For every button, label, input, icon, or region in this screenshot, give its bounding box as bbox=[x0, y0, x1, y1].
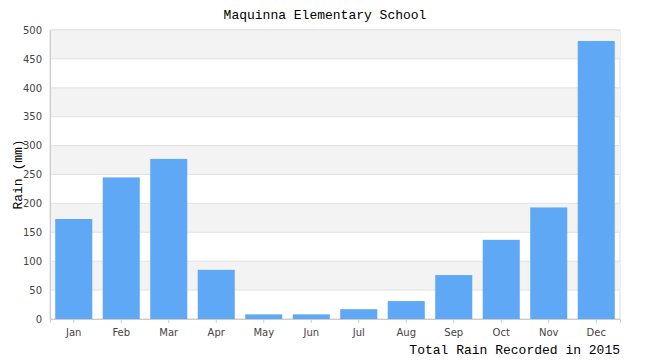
grid-line bbox=[50, 116, 620, 117]
y-tick: 500 bbox=[23, 25, 50, 36]
grid-band bbox=[50, 88, 620, 117]
chart: 0 50 100 150 200 250 300 350 400 450 500 Jan Feb Mar A… bbox=[0, 0, 650, 360]
bar bbox=[578, 41, 615, 319]
x-tick-label: Dec bbox=[587, 327, 606, 338]
x-tick-label: May bbox=[253, 327, 274, 338]
bar bbox=[483, 240, 520, 319]
y-tick: 300 bbox=[23, 140, 50, 151]
y-tick: 400 bbox=[23, 83, 50, 94]
grid-line bbox=[50, 58, 620, 59]
x-tick-label: Nov bbox=[539, 327, 559, 338]
y-axis-title: Rain (mm) bbox=[11, 139, 26, 209]
x-tick: Aug bbox=[396, 319, 416, 338]
bar bbox=[103, 177, 140, 319]
x-tick-mark bbox=[311, 319, 312, 323]
x-tick-label: Aug bbox=[396, 327, 416, 338]
x-tick: Jun bbox=[302, 319, 319, 338]
y-tick: 50 bbox=[29, 285, 50, 296]
title: Maquinna Elementary School bbox=[224, 8, 427, 23]
y-axis: 0 50 100 150 200 250 300 350 400 450 500 bbox=[23, 25, 51, 325]
x-tick: Apr bbox=[208, 319, 226, 338]
bar bbox=[198, 270, 235, 319]
grid-line bbox=[50, 145, 620, 146]
bar bbox=[245, 314, 282, 319]
grid-band bbox=[50, 30, 620, 59]
x-tick: Feb bbox=[112, 319, 130, 338]
bars bbox=[55, 41, 615, 319]
x-tick-label: Apr bbox=[208, 327, 226, 338]
grid-line bbox=[50, 30, 620, 31]
y-tick: 0 bbox=[36, 314, 50, 325]
x-tick-label: Mar bbox=[159, 327, 179, 338]
y-axis-line bbox=[50, 31, 51, 320]
grid bbox=[50, 30, 620, 319]
x-tick-label: Oct bbox=[493, 327, 510, 338]
x-tick: Dec bbox=[587, 319, 606, 338]
x-tick-mark bbox=[73, 319, 74, 323]
grid-line bbox=[50, 174, 620, 175]
x-tick-mark bbox=[406, 319, 407, 323]
x-tick-mark bbox=[453, 319, 454, 323]
grid-band bbox=[50, 146, 620, 175]
x-tick-label: Jun bbox=[302, 327, 319, 338]
x-tick: Sep bbox=[444, 319, 463, 338]
x-tick-mark bbox=[548, 319, 549, 323]
y-tick: 250 bbox=[23, 169, 50, 180]
plot-area: 0 50 100 150 200 250 300 350 400 450 500 Jan Feb Mar A… bbox=[23, 25, 621, 338]
y-tick: 200 bbox=[23, 198, 50, 209]
y-tick-label: 150 bbox=[23, 227, 42, 238]
bar bbox=[388, 301, 425, 319]
bar bbox=[293, 314, 330, 319]
y-tick: 350 bbox=[23, 111, 50, 122]
y-tick: 150 bbox=[23, 227, 50, 238]
x-tick-mark bbox=[358, 319, 359, 323]
x-tick-mark bbox=[596, 319, 597, 323]
x-tick-label: Sep bbox=[444, 327, 463, 338]
x-tick: Jul bbox=[352, 319, 365, 338]
x-tick-label: Feb bbox=[112, 327, 130, 338]
x-axis-title: Total Rain Recorded in 2015 bbox=[409, 343, 620, 358]
y-tick-label: 400 bbox=[23, 83, 42, 94]
y-tick-label: 500 bbox=[23, 25, 42, 36]
x-tick-mark bbox=[501, 319, 502, 323]
bar bbox=[55, 219, 92, 319]
bar bbox=[530, 207, 567, 319]
plot-background bbox=[50, 30, 620, 319]
x-tick-mark bbox=[216, 319, 217, 323]
y-tick-label: 100 bbox=[23, 256, 42, 267]
x-tick-label: Jul bbox=[352, 327, 365, 338]
grid-line bbox=[50, 87, 620, 88]
x-tick-mark bbox=[263, 319, 264, 323]
x-tick: Mar bbox=[159, 319, 179, 338]
y-tick: 450 bbox=[23, 54, 50, 65]
x-tick: Oct bbox=[493, 319, 510, 338]
bar bbox=[435, 275, 472, 319]
y-tick: 100 bbox=[23, 256, 50, 267]
x-tick: May bbox=[253, 319, 274, 338]
y-tick-label: 350 bbox=[23, 111, 42, 122]
x-axis: Jan Feb Mar Apr May Jun Jul Aug Sep Oct Nov Dec bbox=[51, 319, 621, 338]
x-tick: Nov bbox=[539, 319, 559, 338]
x-tick-mark bbox=[168, 319, 169, 323]
x-tick-mark bbox=[121, 319, 122, 323]
y-tick-label: 0 bbox=[36, 314, 42, 325]
bar bbox=[340, 309, 377, 319]
x-axis-line bbox=[51, 320, 621, 324]
y-tick-label: 50 bbox=[29, 285, 42, 296]
bar bbox=[150, 159, 187, 319]
x-tick-label: Jan bbox=[65, 327, 81, 338]
x-tick: Jan bbox=[65, 319, 81, 338]
y-tick-label: 450 bbox=[23, 54, 42, 65]
